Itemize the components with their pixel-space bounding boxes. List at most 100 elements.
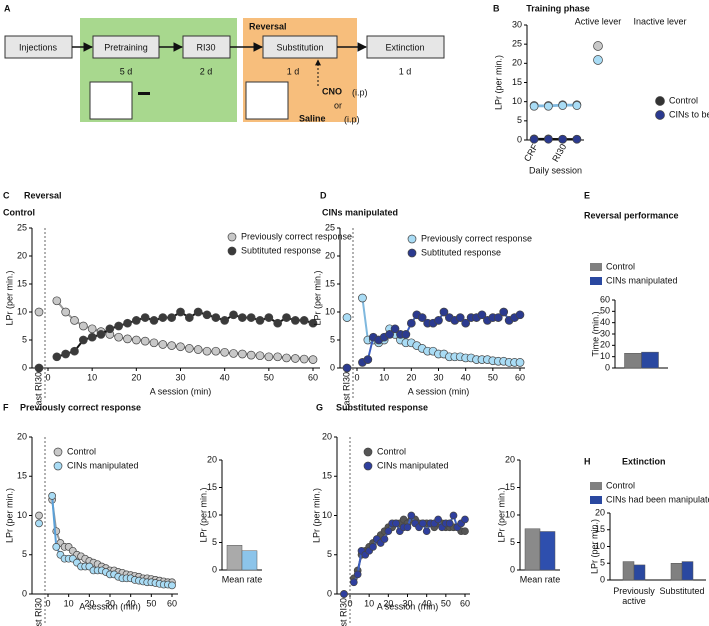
baseline-label: Last RI30: [341, 372, 351, 411]
data-point: [558, 101, 567, 110]
y-tick-label: 30: [600, 328, 610, 338]
baseline-point: [340, 590, 348, 598]
y-tick-label: 0: [330, 362, 335, 372]
data-point: [461, 515, 469, 524]
y-axis-label: LPr (per min.): [4, 270, 14, 325]
y-axis-label: LPr (per min.): [493, 55, 503, 110]
data-point: [392, 519, 400, 528]
y-tick-label: 20: [17, 250, 27, 260]
legend-marker: [655, 110, 665, 120]
y-tick-label: 0: [22, 362, 27, 372]
legend-marker: [227, 232, 237, 242]
x-tick-label: 50: [488, 372, 498, 382]
legend-label: Control: [669, 95, 698, 105]
data-point: [255, 316, 265, 325]
x-tick-label: 60: [167, 598, 177, 608]
data-point: [123, 334, 132, 344]
data-point: [299, 316, 309, 325]
data-point: [202, 346, 212, 356]
data-point: [406, 318, 416, 328]
data-point: [455, 313, 465, 322]
x-tick-label: 0: [354, 372, 359, 382]
x-tick-label: 60: [308, 372, 318, 382]
chart-title: Training phase: [526, 3, 590, 13]
x-tick-label: CRF: [522, 142, 540, 163]
data-point: [48, 492, 56, 500]
data-point: [422, 527, 431, 536]
legend-label: CINs to be manipulated: [669, 109, 709, 119]
x-tick-label: 40: [461, 372, 471, 382]
step-label: Pretraining: [104, 42, 148, 52]
data-point: [434, 515, 443, 524]
panel-label: F: [3, 402, 9, 412]
treatment-label: Saline: [299, 113, 326, 123]
y-axis-label: Time (min.): [590, 311, 600, 356]
operant-box-icon: [89, 81, 133, 120]
chart-title: Previously correct response: [20, 402, 141, 412]
data-point: [176, 307, 185, 317]
data-point: [572, 101, 582, 110]
bar: [226, 545, 243, 571]
y-tick-label: 0: [517, 134, 522, 144]
bar: [241, 550, 258, 571]
y-tick-label: 5: [22, 549, 27, 559]
data-point: [87, 324, 97, 334]
data-point: [264, 352, 274, 362]
data-point: [52, 543, 61, 551]
panel-label: D: [320, 190, 327, 200]
legend-marker: [655, 96, 665, 106]
data-point: [61, 349, 71, 359]
data-point: [70, 346, 79, 356]
x-tick-label: 30: [433, 372, 443, 382]
y-tick-label: 50: [600, 306, 610, 316]
y-tick-label: 10: [17, 510, 27, 520]
x-tick-label: 0: [45, 598, 50, 608]
data-point: [78, 335, 88, 345]
data-point: [493, 313, 503, 322]
data-point: [167, 341, 177, 350]
y-tick-label: 0: [600, 574, 605, 584]
data-point: [449, 511, 458, 520]
data-point: [273, 352, 283, 362]
step-label: Extinction: [385, 42, 424, 52]
x-tick-label: 30: [175, 372, 185, 382]
legend-label: Control: [606, 261, 635, 271]
y-tick-label: 10: [595, 541, 605, 551]
legend-label: CINs had been manipulated: [606, 494, 709, 504]
data-point: [229, 349, 238, 358]
data-point: [369, 543, 377, 551]
legend-label: Previously correct response: [241, 231, 352, 241]
data-point: [407, 511, 416, 520]
data-point: [418, 519, 427, 528]
panel-label: E: [584, 190, 590, 200]
data-point: [308, 355, 318, 364]
x-axis-label: A session (min): [79, 601, 141, 611]
baseline-point: [34, 363, 44, 373]
legend-marker: [53, 461, 63, 471]
y-axis-label: LPr (per min.): [198, 487, 208, 542]
data-point: [149, 338, 159, 348]
y-axis-label: LPr (per min.): [589, 519, 599, 574]
chart-title: Reversal performance: [584, 210, 679, 220]
data-point: [308, 318, 318, 328]
y-tick-label: 20: [322, 431, 332, 441]
y-tick-label: 25: [325, 222, 335, 232]
legend-label: CINs manipulated: [377, 460, 449, 470]
data-point: [211, 313, 221, 322]
data-point: [273, 318, 283, 328]
chart-title: CINs manipulated: [322, 207, 398, 217]
data-point: [461, 318, 471, 328]
x-tick-label: 40: [220, 372, 230, 382]
data-point: [401, 330, 411, 339]
legend-marker: [227, 246, 237, 256]
y-tick-label: 15: [322, 471, 332, 481]
chart-subtitle: Control: [3, 207, 35, 217]
x-tick-label: 10: [379, 372, 389, 382]
bar: [681, 561, 694, 581]
operant-box-icon: [245, 81, 289, 120]
y-tick-label: 0: [212, 564, 217, 574]
x-tick-label: 0: [45, 372, 50, 382]
bar: [524, 528, 541, 571]
legend-marker: [593, 55, 603, 65]
